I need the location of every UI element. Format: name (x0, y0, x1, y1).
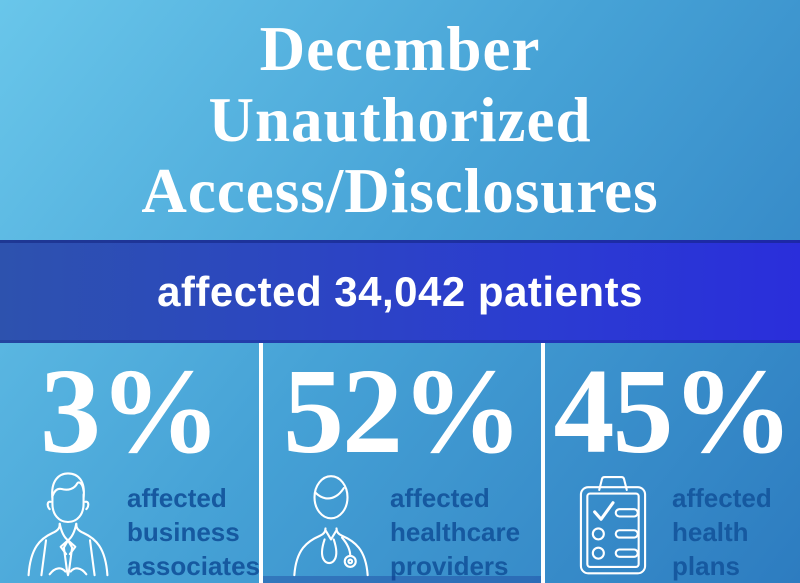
column-divider (541, 343, 545, 583)
title-area: December Unauthorized Access/Disclosures (0, 0, 800, 240)
stat-label-business-associates: affected business associates (127, 483, 260, 581)
stats-row: 3% (0, 343, 800, 583)
stat-body: affected healthcare providers (263, 467, 541, 583)
stat-health-plans: 45% affected health plans (545, 343, 800, 583)
doctor-icon (285, 467, 377, 577)
stat-business-associates: 3% (0, 343, 260, 583)
stat-healthcare-providers: 52% affected healthcare prov (263, 343, 541, 583)
percent-healthcare-providers: 52% (283, 344, 523, 479)
bottom-cutoff-strip (263, 576, 541, 583)
percent-health-plans: 45% (553, 344, 794, 479)
patients-banner-text: affected 34,042 patients (157, 267, 643, 315)
stat-label-healthcare-providers: affected healthcare providers (390, 483, 521, 581)
column-divider (259, 343, 263, 583)
stat-body: affected business associates (0, 467, 260, 583)
percent-business-associates: 3% (40, 344, 221, 479)
page-title: December Unauthorized Access/Disclosures (141, 13, 659, 226)
businessman-icon (22, 467, 114, 577)
patients-banner: affected 34,042 patients (0, 240, 800, 343)
stat-label-health-plans: affected health plans (672, 483, 772, 581)
clipboard-checklist-icon (567, 467, 659, 577)
stat-body: affected health plans (545, 467, 800, 583)
